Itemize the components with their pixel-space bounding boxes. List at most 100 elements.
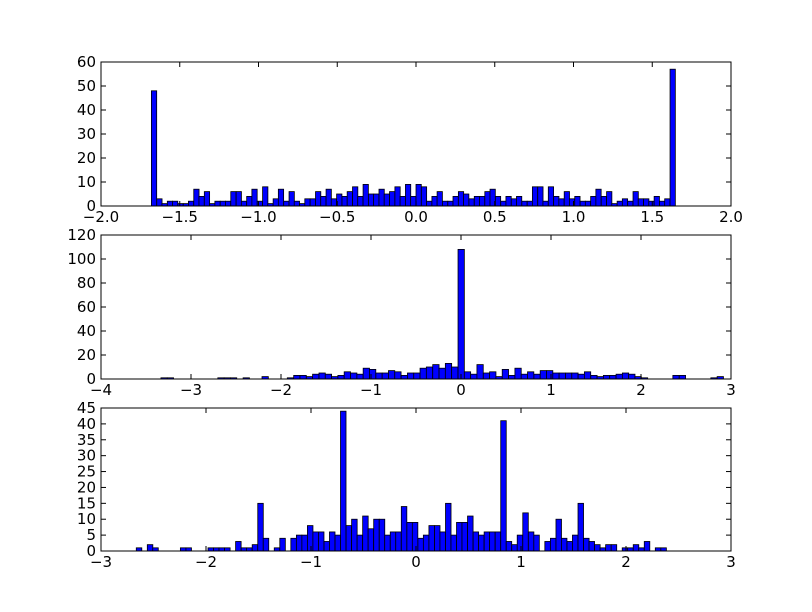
histogram-bar bbox=[384, 534, 391, 552]
histogram-bar bbox=[405, 183, 412, 207]
histogram-bar bbox=[632, 191, 639, 207]
histogram-bar bbox=[501, 368, 509, 380]
histogram-bar bbox=[345, 525, 352, 552]
histogram-bar bbox=[643, 541, 651, 552]
histogram-bar bbox=[627, 200, 634, 207]
y-tick-label: 0 bbox=[86, 197, 96, 215]
histogram-bar bbox=[193, 188, 200, 207]
histogram-bar bbox=[373, 193, 380, 207]
histogram-bar bbox=[428, 525, 435, 552]
histogram-bar bbox=[214, 200, 221, 207]
y-tick-label: 40 bbox=[77, 101, 96, 119]
histogram-bar bbox=[463, 371, 472, 380]
histogram-bar bbox=[621, 198, 629, 207]
histogram-bar bbox=[320, 195, 327, 207]
histogram-bar bbox=[476, 364, 484, 380]
histogram-bar bbox=[407, 372, 415, 380]
histogram-bar bbox=[436, 191, 443, 207]
histogram-bar bbox=[235, 191, 242, 207]
histogram-bar bbox=[452, 195, 459, 207]
x-tick-label: 1.0 bbox=[562, 208, 586, 226]
y-tick-label: 30 bbox=[77, 125, 96, 143]
histogram-bar bbox=[324, 373, 332, 380]
histogram-bar bbox=[203, 191, 211, 207]
histogram-bar bbox=[594, 544, 601, 552]
x-tick-label: 1 bbox=[546, 381, 556, 399]
histogram-bar bbox=[279, 537, 286, 552]
histogram-bar bbox=[188, 200, 195, 207]
x-tick-label: −2.0 bbox=[83, 208, 119, 226]
histogram-bar bbox=[566, 541, 573, 552]
histogram-bar bbox=[304, 198, 311, 207]
histogram-bar bbox=[577, 373, 585, 380]
histogram-bar bbox=[537, 186, 544, 207]
x-tick-label: 0.5 bbox=[483, 208, 507, 226]
x-tick-label: 0.0 bbox=[404, 208, 428, 226]
histogram-bar bbox=[356, 373, 364, 380]
histogram-bar bbox=[590, 195, 597, 207]
histogram-bar bbox=[325, 188, 332, 207]
y-tick-label: 60 bbox=[77, 53, 96, 71]
histogram-bar bbox=[341, 195, 348, 207]
histogram-bar bbox=[318, 372, 326, 380]
histogram-bar bbox=[426, 200, 433, 207]
x-tick-label: −1 bbox=[360, 381, 382, 399]
histogram-bar bbox=[367, 528, 375, 552]
histogram-bar bbox=[522, 512, 529, 552]
histogram-bar bbox=[420, 186, 428, 207]
y-tick-label: 0 bbox=[86, 542, 96, 560]
histogram-bar bbox=[432, 364, 440, 380]
y-tick-label: 80 bbox=[77, 274, 96, 292]
histogram-bar bbox=[531, 186, 539, 207]
histogram-bar bbox=[362, 515, 369, 552]
histogram-bar bbox=[565, 372, 573, 380]
histogram-bar bbox=[457, 248, 465, 380]
histogram-bar bbox=[389, 531, 397, 552]
x-tick-label: −1 bbox=[300, 553, 322, 571]
histogram-bar bbox=[500, 420, 507, 552]
histogram-bar bbox=[542, 200, 549, 207]
histogram-bar bbox=[334, 534, 341, 552]
histogram-bar bbox=[483, 531, 491, 552]
histogram-bar bbox=[351, 518, 358, 552]
histogram-bar bbox=[378, 188, 385, 207]
x-tick-label: −2 bbox=[270, 381, 292, 399]
histogram-bar bbox=[323, 541, 330, 552]
y-tick-label: 20 bbox=[77, 149, 96, 167]
histogram-bar bbox=[343, 371, 351, 380]
histogram-bar bbox=[438, 367, 446, 380]
x-tick-label: 2 bbox=[636, 381, 646, 399]
histogram-bar bbox=[388, 370, 396, 380]
histogram-bar bbox=[417, 537, 424, 552]
subplot-1: −2.0 −1.5 −1.0 −0.5 0.0 0.5 1.0 1.5 2.0 0 10 20 30 40… bbox=[77, 53, 743, 226]
histogram-bar bbox=[399, 195, 406, 207]
y-tick-label: 15 bbox=[77, 494, 96, 512]
histogram-bar bbox=[329, 531, 336, 552]
x-tick-label: 0 bbox=[411, 553, 421, 571]
y-tick-label: 40 bbox=[77, 415, 96, 433]
x-tick-label: 2 bbox=[621, 553, 631, 571]
histogram-bar bbox=[463, 193, 470, 207]
histogram-bar bbox=[394, 186, 401, 207]
histogram-bar bbox=[574, 195, 581, 207]
histogram-bar bbox=[533, 534, 540, 552]
histogram-bar bbox=[470, 373, 478, 380]
histogram-bar bbox=[456, 522, 463, 552]
histogram-bar bbox=[312, 373, 320, 380]
histogram-bar bbox=[356, 534, 364, 552]
histogram-bar bbox=[240, 200, 248, 207]
histogram-bar bbox=[369, 368, 377, 380]
histogram-bar bbox=[584, 200, 591, 207]
y-tick-label: 10 bbox=[77, 510, 96, 528]
x-tick-label: −2 bbox=[195, 553, 217, 571]
histogram-bar bbox=[558, 198, 565, 207]
histogram-bar bbox=[431, 195, 438, 207]
histogram-bar bbox=[664, 198, 671, 207]
histogram-bar bbox=[400, 374, 408, 380]
histogram-bar bbox=[494, 531, 502, 552]
histogram-bar bbox=[290, 537, 297, 552]
histogram-bar bbox=[451, 366, 459, 380]
histogram-bar bbox=[225, 200, 232, 207]
histogram-bar bbox=[550, 537, 557, 552]
histogram-bar bbox=[563, 191, 570, 207]
